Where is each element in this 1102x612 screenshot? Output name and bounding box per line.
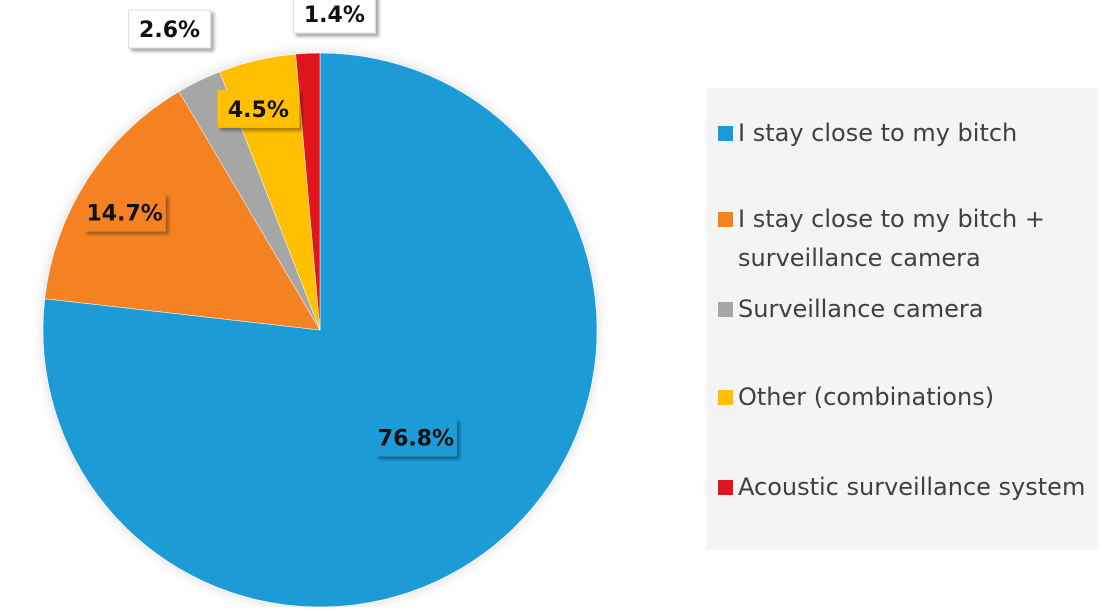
- data-label-other: 4.5%: [217, 89, 300, 128]
- legend-swatch-stay-close: [718, 126, 733, 141]
- legend-label: Other (combinations): [738, 383, 995, 411]
- legend-label: Acoustic surveillance system: [738, 473, 1086, 501]
- legend-item-other: Other (combinations): [718, 378, 1094, 417]
- data-label-text: 76.8%: [378, 426, 454, 451]
- pie-slices: [42, 52, 598, 608]
- data-label-text: 1.4%: [304, 3, 365, 28]
- data-label-box: [292, 0, 376, 34]
- legend-label: I stay close to my bitch + surveillance …: [738, 205, 1045, 272]
- data-label-box: [128, 9, 212, 49]
- legend-item-surveillance-camera: Surveillance camera: [718, 290, 1094, 329]
- legend-swatch-stay-close-camera: [718, 212, 733, 227]
- data-label-text: 14.7%: [87, 202, 163, 227]
- pie-slice-stay-close: [42, 52, 598, 608]
- data-label-surveillance-camera: 2.6%: [128, 9, 212, 49]
- data-label-stay-close-camera: 14.7%: [83, 193, 166, 232]
- data-label-box: [83, 193, 166, 232]
- legend: I stay close to my bitch I stay close to…: [706, 88, 1098, 550]
- legend-label: I stay close to my bitch: [738, 119, 1018, 147]
- data-label-box: [374, 418, 457, 457]
- pie-slice-acoustic: [295, 52, 321, 331]
- legend-item-stay-close: I stay close to my bitch: [718, 114, 1094, 153]
- legend-swatch-other: [718, 390, 733, 405]
- legend-item-stay-close-camera: I stay close to my bitch + surveillance …: [718, 200, 1094, 278]
- pie-data-labels: 76.8% 14.7% 2.6% 4.5% 1.4%: [83, 0, 457, 457]
- data-label-acoustic: 1.4%: [292, 0, 376, 34]
- data-label-text: 4.5%: [228, 98, 289, 123]
- legend-item-acoustic: Acoustic surveillance system: [718, 468, 1094, 507]
- legend-swatch-surveillance-camera: [718, 302, 733, 317]
- pie-slice-stay-close-camera: [44, 91, 321, 331]
- legend-label: Surveillance camera: [738, 295, 984, 323]
- legend-swatch-acoustic: [718, 480, 733, 495]
- data-label-text: 2.6%: [139, 18, 200, 43]
- data-label-stay-close: 76.8%: [374, 418, 457, 457]
- data-label-box: [217, 89, 300, 128]
